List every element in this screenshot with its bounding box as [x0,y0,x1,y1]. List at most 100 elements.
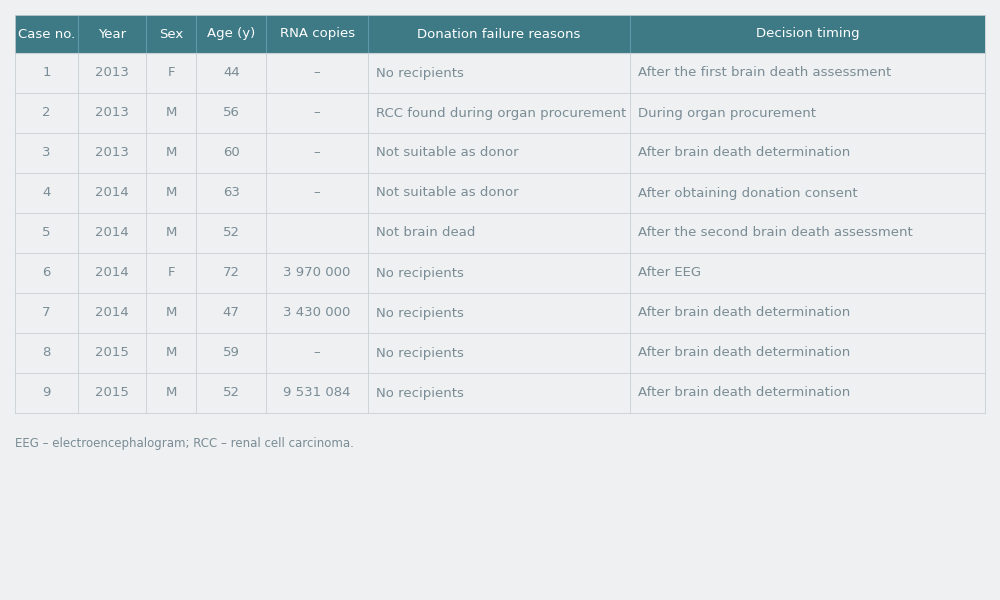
Bar [15,173,78,213]
Text: 9 531 084: 9 531 084 [283,386,351,400]
Bar [15,53,78,93]
Text: 6: 6 [42,266,51,280]
Text: 2013: 2013 [95,107,129,119]
Text: Not suitable as donor: Not suitable as donor [376,187,519,199]
Bar [630,15,985,53]
Bar [630,293,985,333]
Bar [146,173,196,213]
Bar [78,173,146,213]
Text: 60: 60 [223,146,240,160]
Text: F: F [167,266,175,280]
Text: After the second brain death assessment: After the second brain death assessment [638,226,913,239]
Text: 2014: 2014 [95,307,129,319]
Bar [266,133,368,173]
Bar [15,373,78,413]
Bar [146,93,196,133]
Text: M: M [165,386,177,400]
Bar [266,253,368,293]
Text: 2013: 2013 [95,146,129,160]
Bar [630,253,985,293]
Bar [196,173,266,213]
Text: 2: 2 [42,107,51,119]
Text: No recipients: No recipients [376,67,464,79]
Text: 2015: 2015 [95,346,129,359]
Bar [15,133,78,173]
Bar [196,373,266,413]
Text: After brain death determination: After brain death determination [638,386,850,400]
Text: –: – [314,107,320,119]
Text: 4: 4 [42,187,51,199]
Bar [146,15,196,53]
Text: No recipients: No recipients [376,386,464,400]
Bar [630,53,985,93]
Text: RCC found during organ procurement: RCC found during organ procurement [376,107,626,119]
Text: 2015: 2015 [95,386,129,400]
Bar [368,253,630,293]
Bar [146,253,196,293]
Text: 59: 59 [223,346,240,359]
Bar [630,133,985,173]
Text: Year: Year [98,28,126,40]
Bar [368,293,630,333]
Bar [630,213,985,253]
Bar [78,333,146,373]
Text: 2014: 2014 [95,187,129,199]
Bar [196,293,266,333]
Text: 2014: 2014 [95,266,129,280]
Bar [78,293,146,333]
Text: –: – [314,187,320,199]
Bar [15,333,78,373]
Text: –: – [314,346,320,359]
Bar [368,93,630,133]
Text: After brain death determination: After brain death determination [638,307,850,319]
Bar [78,373,146,413]
Text: No recipients: No recipients [376,346,464,359]
Text: EEG – electroencephalogram; RCC – renal cell carcinoma.: EEG – electroencephalogram; RCC – renal … [15,437,354,450]
Bar [196,53,266,93]
Bar [15,213,78,253]
Text: RNA copies: RNA copies [280,28,355,40]
Bar [266,53,368,93]
Bar [146,373,196,413]
Text: M: M [165,226,177,239]
Text: M: M [165,107,177,119]
Text: 52: 52 [223,226,240,239]
Text: After obtaining donation consent: After obtaining donation consent [638,187,858,199]
Bar [368,53,630,93]
Text: 72: 72 [223,266,240,280]
Bar [196,253,266,293]
Bar [78,93,146,133]
Text: After brain death determination: After brain death determination [638,346,850,359]
Bar [146,213,196,253]
Text: 56: 56 [223,107,240,119]
Bar [368,373,630,413]
Bar [196,333,266,373]
Text: M: M [165,146,177,160]
Bar [266,373,368,413]
Bar [15,93,78,133]
Text: 3 970 000: 3 970 000 [283,266,351,280]
Text: After EEG: After EEG [638,266,701,280]
Bar [196,213,266,253]
Bar [146,293,196,333]
Bar [368,15,630,53]
Bar [266,93,368,133]
Text: 5: 5 [42,226,51,239]
Bar [630,333,985,373]
Text: After the first brain death assessment: After the first brain death assessment [638,67,891,79]
Text: Not suitable as donor: Not suitable as donor [376,146,519,160]
Text: –: – [314,67,320,79]
Bar [15,293,78,333]
Bar [368,133,630,173]
Bar [146,53,196,93]
Bar [78,53,146,93]
Text: 2013: 2013 [95,67,129,79]
Text: No recipients: No recipients [376,266,464,280]
Text: Not brain dead: Not brain dead [376,226,475,239]
Bar [78,133,146,173]
Bar [266,15,368,53]
Text: 47: 47 [223,307,240,319]
Text: Case no.: Case no. [18,28,75,40]
Text: During organ procurement: During organ procurement [638,107,816,119]
Bar [368,333,630,373]
